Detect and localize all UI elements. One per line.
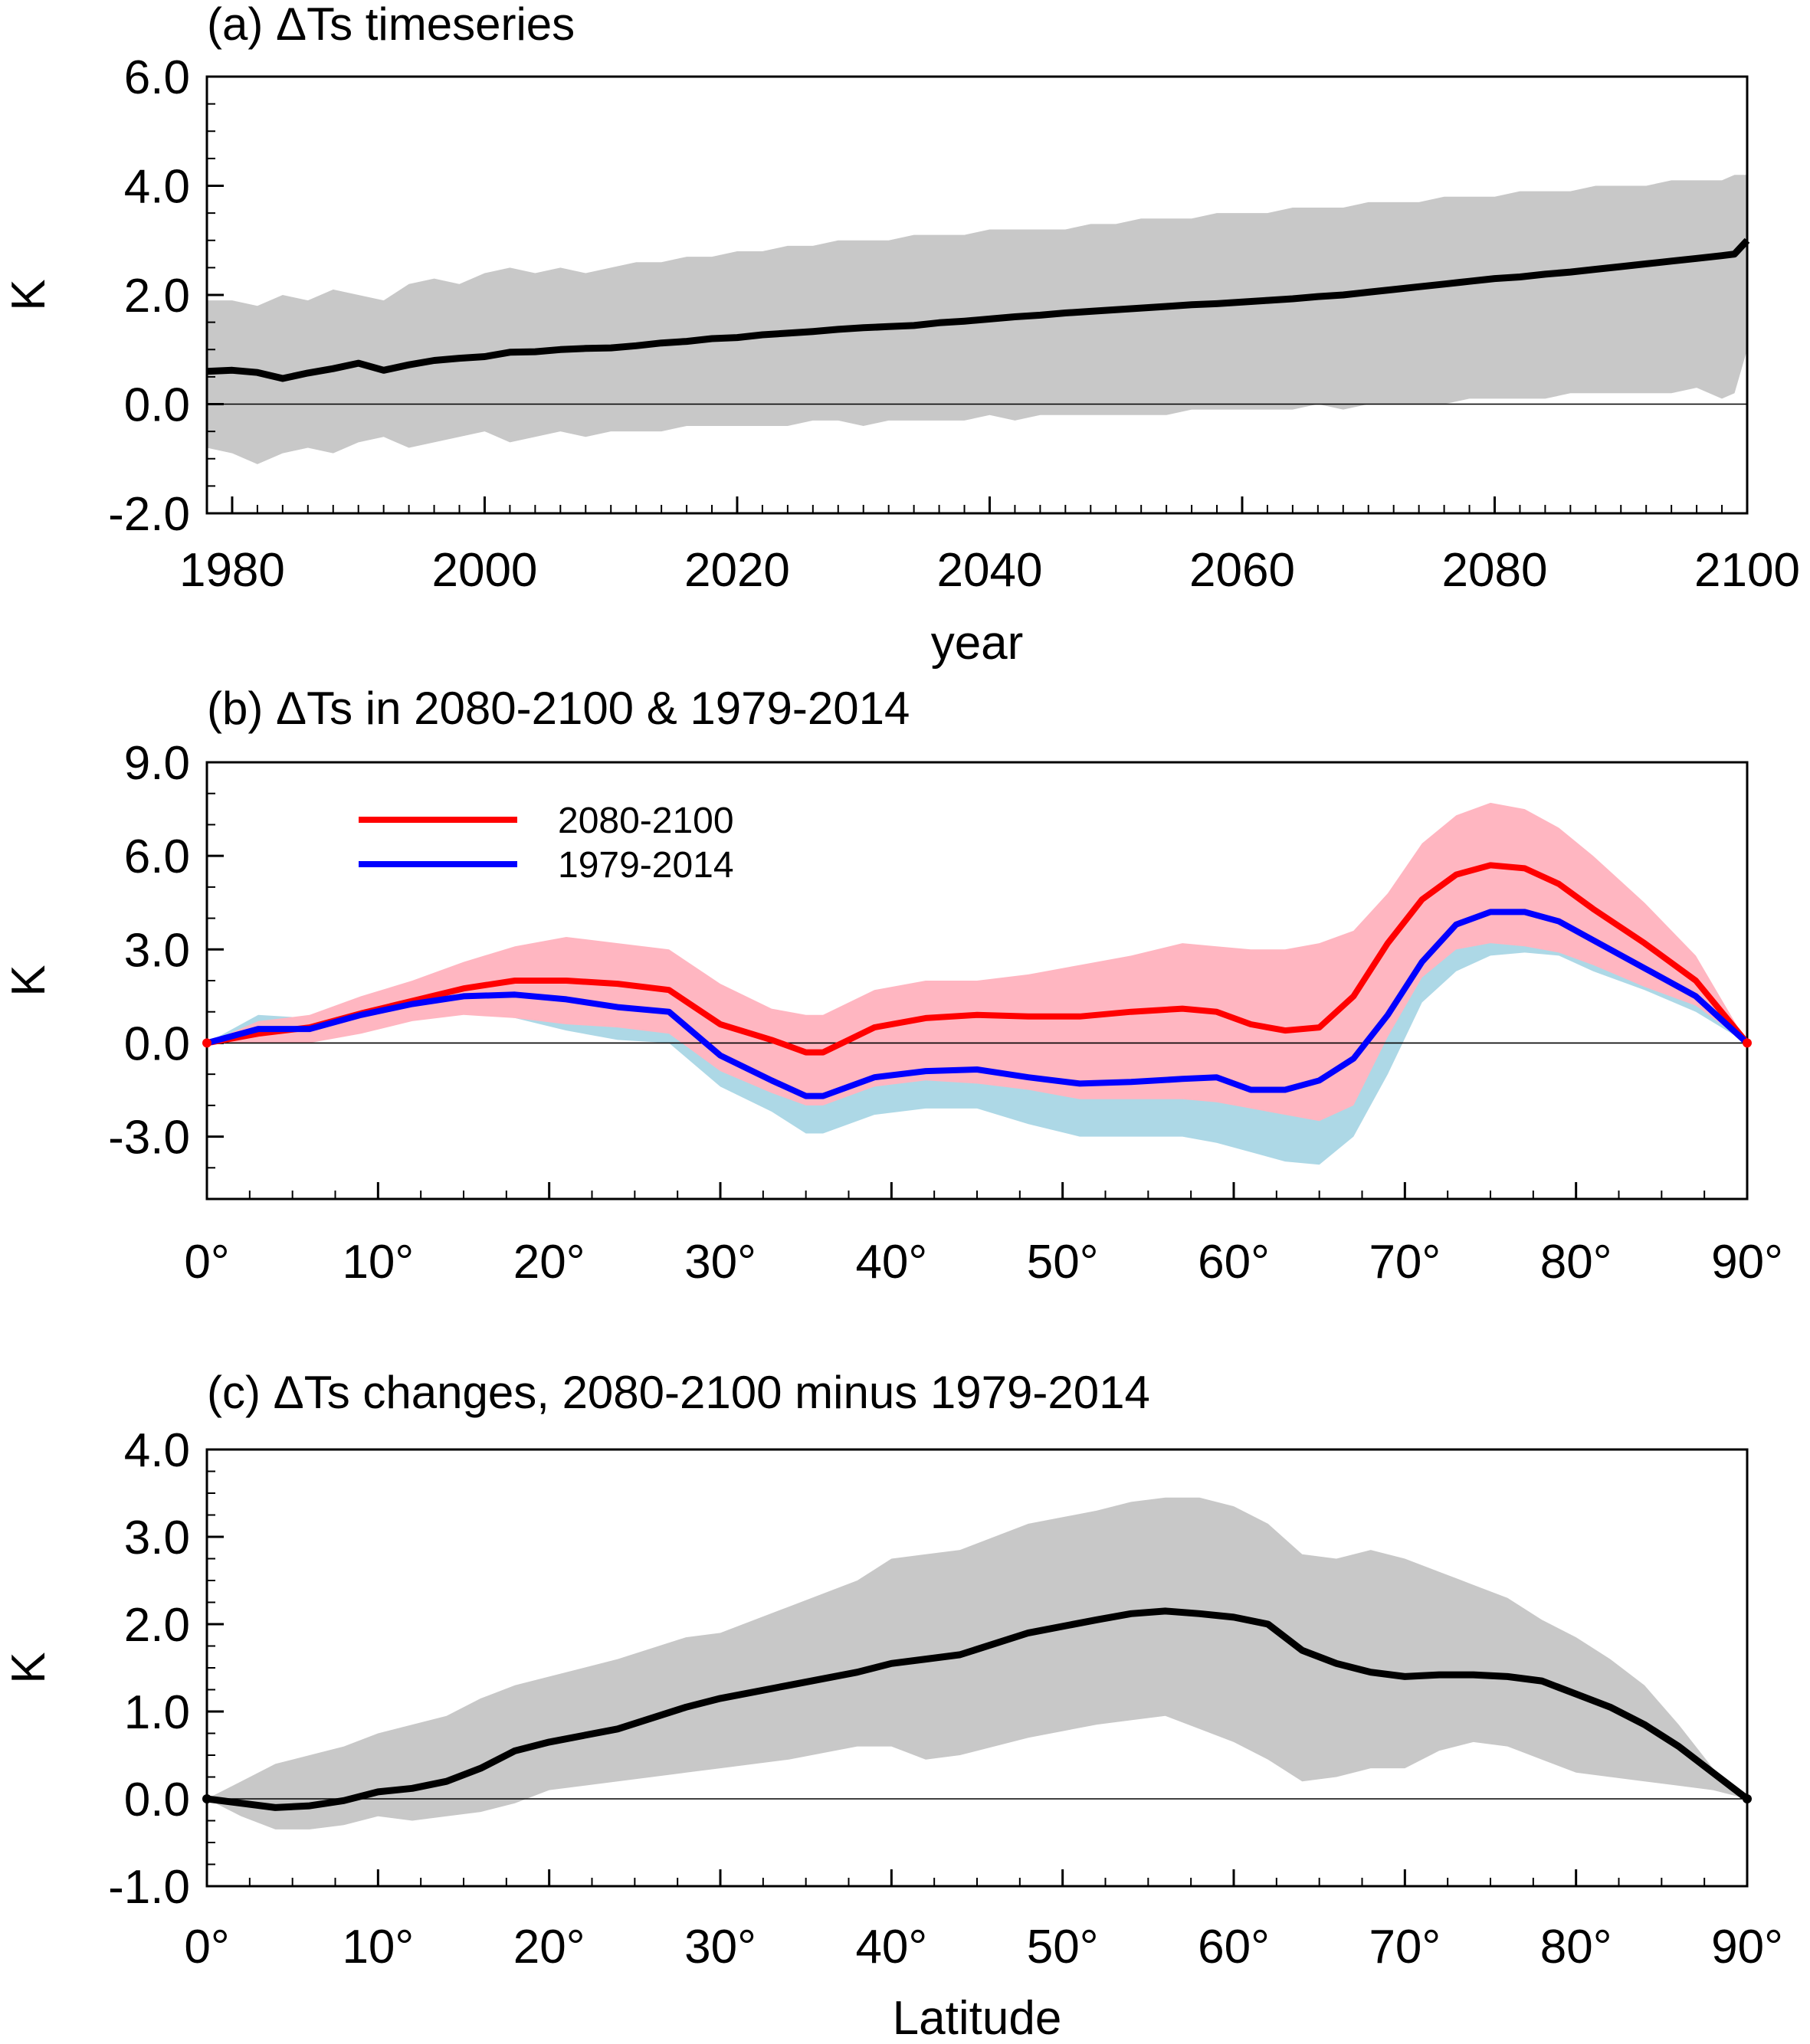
x-tick-label: 20°	[513, 1921, 585, 1974]
panel-a-timeseries: -2.0 0.0 2.0 4.0 6.0 1980 2000 2020 2040 2060 2080…	[2, 0, 1800, 670]
y-tick-label: -1.0	[108, 1861, 190, 1914]
start-point	[202, 1794, 211, 1803]
mean-line	[206, 1607, 1749, 1811]
y-axis-label: K	[2, 1652, 55, 1683]
x-tick-label: 30°	[684, 1921, 756, 1974]
x-tick-label: 2060	[1189, 544, 1295, 597]
x-tick-label: 2020	[684, 544, 790, 597]
x-tick-label: 0°	[184, 1236, 229, 1289]
x-tick-label: 2040	[937, 544, 1043, 597]
x-tick-label: 30°	[684, 1236, 756, 1289]
x-tick-label: 90°	[1711, 1236, 1783, 1289]
series-line-2080-2100	[206, 862, 1750, 1056]
series-band-2080-2100	[207, 802, 1747, 1122]
x-tick-label: 2000	[431, 544, 537, 597]
y-tick-label: 4.0	[124, 1424, 190, 1477]
y-tick-label: 3.0	[124, 924, 190, 977]
x-axis-label: Latitude	[893, 1992, 1062, 2040]
x-tick-label: 60°	[1198, 1921, 1270, 1974]
legend-label-2080-2100: 2080-2100	[558, 801, 734, 841]
panel-b-latitude-profiles: -3.0 0.0 3.0 6.0 9.0 0° 10° 20° 30° 40° 50° 60° 70° 8…	[2, 683, 1783, 1289]
x-tick-label: 50°	[1027, 1236, 1099, 1289]
y-tick-label: 6.0	[124, 51, 190, 104]
y-tick-label: 3.0	[124, 1512, 190, 1564]
x-tick-label: 40°	[855, 1921, 927, 1974]
series-band-1979-2014	[207, 899, 1747, 1165]
end-point	[1743, 1794, 1752, 1803]
x-tick-label: 80°	[1540, 1236, 1612, 1289]
legend-label-1979-2014: 1979-2014	[558, 845, 734, 886]
end-point	[1743, 1038, 1752, 1048]
series-line-1979-2014	[205, 909, 1749, 1099]
x-tick-label: 40°	[855, 1236, 927, 1289]
y-tick-label: 2.0	[124, 270, 190, 323]
x-tick-label: 70°	[1369, 1921, 1441, 1974]
x-tick-label: 80°	[1540, 1921, 1612, 1974]
x-tick-label: 2100	[1694, 544, 1800, 597]
plot-area	[207, 1497, 1747, 1829]
chart-title: (c) ΔTs changes, 2080-2100 minus 1979-20…	[207, 1367, 1150, 1418]
y-tick-label: 4.0	[124, 161, 190, 214]
y-axis-label: K	[2, 965, 55, 996]
chart-title: (b) ΔTs in 2080-2100 & 1979-2014	[207, 683, 910, 734]
x-tick-label: 60°	[1198, 1236, 1270, 1289]
x-tick-label: 10°	[342, 1236, 414, 1289]
x-tick-label: 90°	[1711, 1921, 1783, 1974]
x-tick-label: 70°	[1369, 1236, 1441, 1289]
y-tick-label: 2.0	[124, 1599, 190, 1652]
y-tick-label: -3.0	[108, 1112, 190, 1164]
chart-title: (a) ΔTs timeseries	[207, 0, 575, 50]
x-tick-label: 2080	[1442, 544, 1548, 597]
panel-c-latitude-changes: -1.0 0.0 1.0 2.0 3.0 4.0 0° 10° 20° 30° 40° 50° 60° 7…	[2, 1367, 1783, 2044]
y-tick-label: 0.0	[124, 1017, 190, 1070]
mean-line	[206, 237, 1750, 382]
y-tick-label: 0.0	[124, 379, 190, 432]
y-tick-label: 1.0	[124, 1686, 190, 1739]
x-tick-label: 10°	[342, 1921, 414, 1974]
plot-area	[207, 802, 1747, 1165]
y-tick-label: -2.0	[108, 488, 190, 541]
x-tick-label: 50°	[1027, 1921, 1099, 1974]
x-axis-label: year	[931, 617, 1024, 670]
y-tick-label: 9.0	[124, 737, 190, 790]
y-tick-label: 6.0	[124, 830, 190, 883]
y-axis-label: K	[2, 279, 55, 310]
x-tick-label: 0°	[184, 1921, 229, 1974]
y-tick-label: 0.0	[124, 1774, 190, 1826]
start-point	[202, 1038, 211, 1048]
x-tick-label: 20°	[513, 1236, 585, 1289]
x-tick-label: 1980	[179, 544, 285, 597]
spread-band	[207, 1497, 1747, 1829]
